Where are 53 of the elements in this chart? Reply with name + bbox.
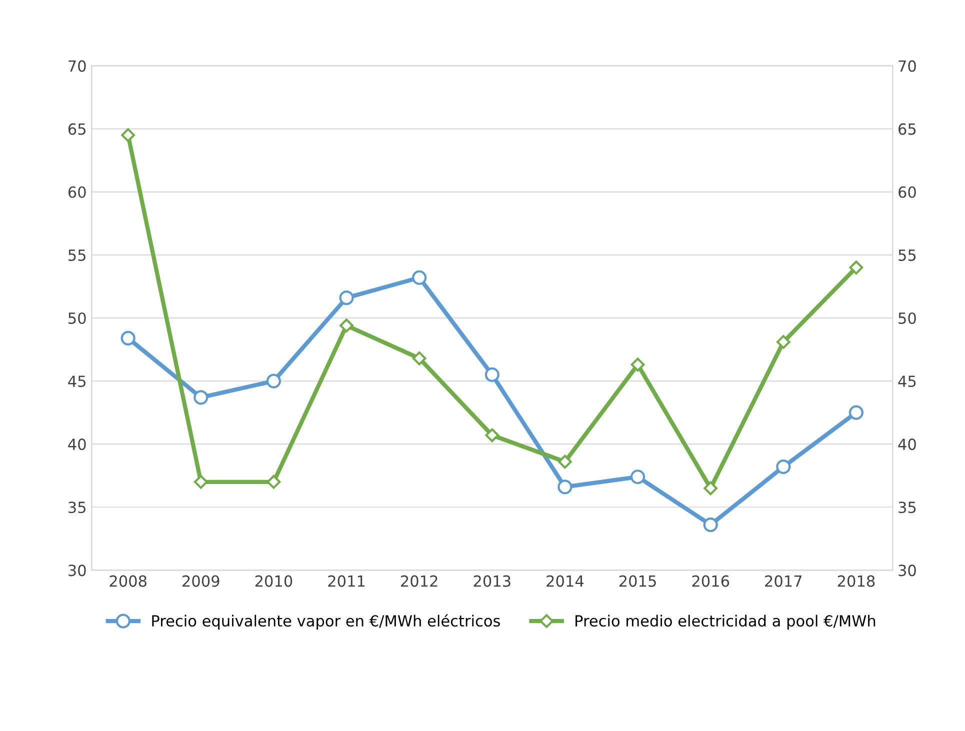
y2-tick-label: 40 (898, 438, 916, 450)
point (194, 390, 208, 405)
y2-tick-label: 45 (898, 376, 916, 388)
x-tick-label: 2012 (401, 575, 438, 587)
y-tick-label: 35 (68, 502, 86, 514)
y-tick-label: 40 (68, 438, 86, 450)
x-tick-label: 2011 (328, 575, 365, 587)
legend-label: Precio medio electricidad a pool €/MWh (576, 614, 876, 630)
point (340, 318, 354, 332)
y2-tick-label: 60 (898, 186, 916, 198)
point (776, 459, 791, 474)
x-tick-label: 2017 (765, 575, 802, 587)
y-tick-label: 70 (68, 60, 86, 72)
point (484, 367, 500, 382)
point (848, 405, 864, 420)
x-tick-label: 2018 (838, 575, 875, 587)
y-tick-label: 50 (68, 312, 86, 324)
y2-tick-label: 50 (898, 312, 916, 324)
y-tick-label: 30 (68, 564, 86, 576)
x-tick-label: 2009 (182, 575, 220, 587)
x-tick-label: 2013 (474, 575, 510, 587)
point (120, 330, 136, 346)
point (558, 454, 572, 469)
x-tick-label: 2016 (692, 575, 730, 587)
y-tick-label: 65 (68, 123, 86, 135)
point (412, 351, 426, 366)
y2-tick-label: 70 (898, 60, 916, 72)
point (485, 428, 500, 442)
y-tick-label: 60 (68, 186, 86, 198)
point (339, 290, 354, 306)
x-tick-label: 2014 (546, 575, 584, 587)
point (703, 517, 718, 532)
point (194, 474, 208, 489)
x-tick-label: 2008 (110, 575, 146, 587)
y2-tick-label: 30 (898, 564, 916, 576)
point (266, 474, 281, 489)
x-tick-label: 2010 (255, 575, 292, 587)
point (121, 128, 136, 142)
y-tick-label: 55 (68, 250, 86, 261)
point (558, 480, 572, 494)
legend-label: Precio equivalente vapor en €/MWh eléctricos (152, 614, 500, 630)
y-tick-label: 45 (68, 376, 86, 388)
point (266, 374, 282, 388)
point (704, 481, 718, 496)
point (630, 358, 645, 372)
point (412, 270, 427, 285)
point (776, 335, 790, 349)
y2-tick-label: 35 (898, 502, 916, 514)
y2-tick-label: 65 (898, 123, 916, 135)
y2-tick-label: 55 (898, 250, 916, 261)
x-tick-label: 2015 (619, 575, 656, 587)
point (849, 260, 864, 274)
point (630, 470, 646, 484)
